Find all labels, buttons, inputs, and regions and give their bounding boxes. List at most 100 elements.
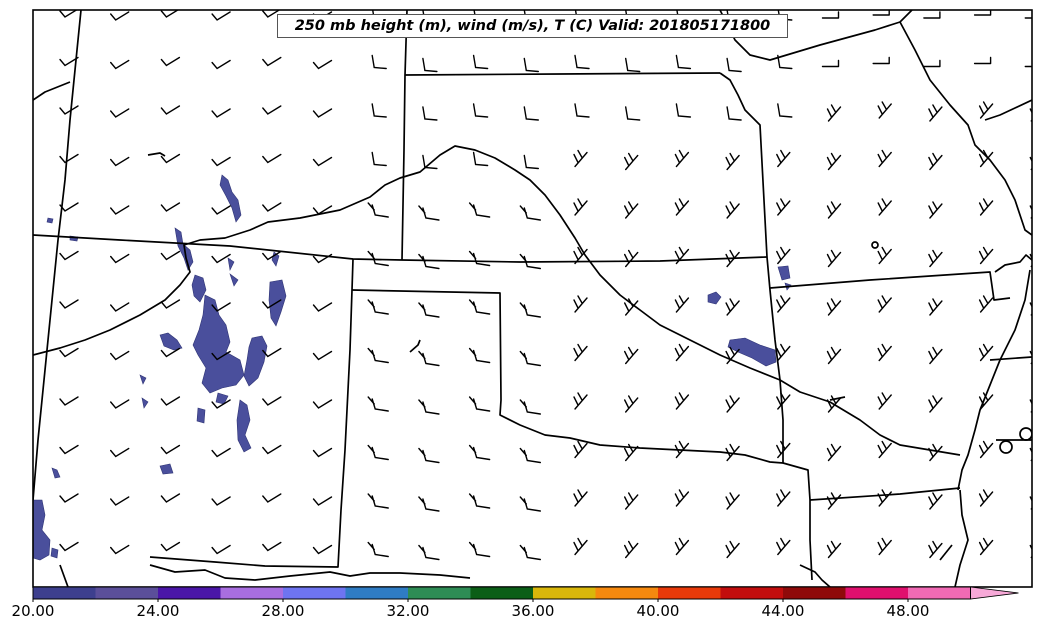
- wind-barb: [367, 299, 389, 315]
- colorbar-bin: [408, 587, 471, 599]
- wind-barb: [877, 101, 892, 119]
- wind-barb: [211, 11, 231, 21]
- wind-barb: [160, 202, 181, 212]
- wind-barbs: [59, 10, 1032, 561]
- wind-barb: [160, 105, 181, 115]
- wind-barb: [59, 105, 79, 115]
- wind-barb: [312, 544, 333, 555]
- wind-barb: [826, 298, 842, 316]
- wind-barb: [877, 537, 892, 556]
- wind-barb: [928, 395, 943, 413]
- wind-barb: [160, 541, 181, 552]
- wind-barb: [519, 544, 541, 561]
- wind-barb: [160, 250, 181, 261]
- wind-barb: [776, 149, 791, 168]
- wind-barb: [826, 249, 842, 268]
- wind-barb: [973, 10, 992, 16]
- wind-barb: [826, 201, 842, 219]
- wind-barb: [1029, 447, 1032, 462]
- wind-barb: [1024, 65, 1032, 68]
- wind-barb: [776, 246, 791, 265]
- wind-barb: [211, 59, 231, 70]
- wind-barb: [418, 544, 440, 561]
- wind-barb: [519, 302, 541, 318]
- wind-barb: [725, 152, 740, 171]
- colorbar-bin: [220, 587, 283, 599]
- wind-barb: [928, 540, 943, 559]
- wind-barb: [973, 56, 992, 65]
- wind-barb: [468, 299, 491, 315]
- wind-barb: [624, 492, 639, 510]
- wind-barb: [877, 343, 892, 362]
- wind-barb: [211, 399, 231, 409]
- wind-barb: [211, 205, 231, 215]
- wind-barb: [674, 198, 690, 216]
- wind-barb: [468, 444, 491, 461]
- wind-barb: [674, 295, 690, 313]
- wind-barb: [776, 440, 791, 459]
- wind-barb: [312, 447, 333, 458]
- wind-barb: [928, 298, 943, 316]
- wind-barb: [624, 152, 639, 171]
- wind-barb: [468, 202, 491, 218]
- wind-barb: [422, 154, 438, 170]
- wind-barb: [211, 302, 231, 312]
- colorbar-bin: [158, 587, 221, 599]
- wind-barb: [160, 56, 181, 67]
- wind-barb: [725, 201, 740, 219]
- wind-barb: [312, 399, 333, 409]
- wind-barb: [1029, 108, 1032, 122]
- wind-barb: [574, 54, 590, 70]
- wind-barb: [262, 347, 282, 358]
- wind-barb: [262, 541, 282, 552]
- wind-barb: [978, 537, 994, 556]
- wind-barb: [160, 10, 180, 18]
- wind-barb: [624, 540, 639, 559]
- wind-barb: [674, 246, 690, 265]
- wind-barb: [624, 298, 639, 316]
- wind-barb: [877, 149, 892, 168]
- wind-barb: [468, 250, 491, 267]
- wind-barb: [776, 537, 791, 556]
- wind-barb: [1029, 350, 1032, 365]
- wind-barb: [826, 346, 842, 365]
- wind-barb: [826, 540, 842, 559]
- wind-barb: [624, 249, 639, 268]
- wind-barb: [1029, 399, 1032, 413]
- wind-barb: [367, 202, 389, 218]
- wind-barb: [59, 153, 79, 164]
- wind-barb: [468, 396, 491, 412]
- wind-barb: [573, 295, 588, 313]
- wind-barb: [367, 541, 389, 558]
- wind-barb: [826, 492, 842, 510]
- river-lines: [33, 81, 1032, 587]
- wind-barb: [468, 493, 491, 509]
- wind-barb: [978, 101, 994, 119]
- wind-barb: [312, 253, 333, 264]
- wind-barb: [367, 250, 389, 267]
- colorbar-bin: [845, 587, 908, 599]
- wind-barb: [1029, 302, 1032, 316]
- wind-barb: [110, 350, 130, 361]
- wind-barb: [59, 396, 79, 406]
- colorbar-tick-label: 48.00: [886, 602, 930, 620]
- wind-barb: [877, 198, 892, 216]
- wind-barb: [573, 392, 588, 410]
- temperature-shading: [33, 174, 792, 561]
- wind-barb: [110, 544, 130, 555]
- wind-barb: [160, 347, 181, 358]
- wind-barb: [826, 395, 842, 413]
- wind-barb: [519, 350, 541, 367]
- wind-barb: [674, 489, 690, 507]
- wind-barb: [418, 399, 440, 415]
- wind-barb: [674, 343, 690, 362]
- wind-barb: [776, 198, 791, 216]
- wind-barb: [371, 151, 387, 167]
- wind-barb: [262, 250, 282, 261]
- wind-barb: [312, 59, 333, 70]
- wind-barb: [211, 350, 231, 361]
- wind-barb: [923, 11, 941, 19]
- wind-barb: [978, 198, 994, 216]
- wind-barb: [110, 302, 130, 312]
